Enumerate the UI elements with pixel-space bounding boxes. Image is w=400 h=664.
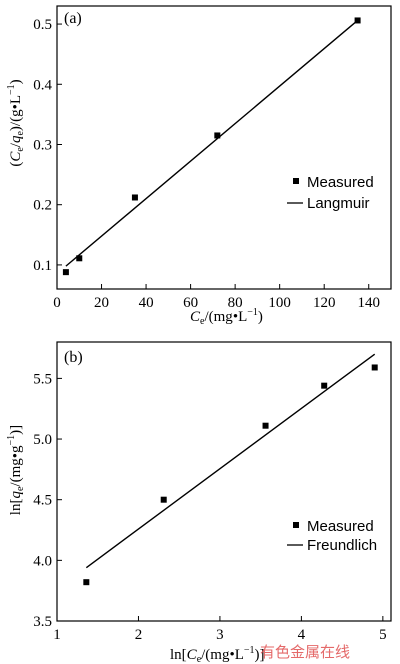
panel-a-data-point-measured xyxy=(62,269,69,276)
panel-b-x-tick-label: 1 xyxy=(53,627,61,643)
panel-a-data-point-measured xyxy=(214,132,221,139)
panel-b-x-tick-label: 3 xyxy=(216,627,224,643)
panel-a-x-tick-label: 140 xyxy=(357,295,380,311)
panel-a-marks xyxy=(62,17,361,276)
panel-a-x-tick-label: 40 xyxy=(139,295,154,311)
panel-a-legend: Measured Langmuir xyxy=(287,174,374,212)
panel-b-x-tick-label: 4 xyxy=(298,627,306,643)
panel-b-legend-marker-measured xyxy=(293,522,299,528)
panel-a-x-tick-label: 60 xyxy=(183,295,198,311)
panel-b-plot-frame xyxy=(56,341,392,622)
panel-b-y-tick-label: 5.5 xyxy=(33,371,52,387)
panel-a-legend-label-measured: Measured xyxy=(307,174,374,191)
panel-a-y-tick-label: 0.5 xyxy=(33,17,52,33)
panel-a-fit-line-langmuir xyxy=(65,19,359,267)
panel-a-data-point-measured xyxy=(131,194,138,201)
panel-b-y-tick-label: 3.5 xyxy=(33,614,52,630)
panel-b-y-axis-title: ln[qe/(mg•g−1)] xyxy=(6,425,26,515)
panel-a-plot-frame xyxy=(56,5,392,290)
panel-b-y-tick-label: 5.0 xyxy=(33,432,52,448)
panel-a-legend-marker-measured xyxy=(293,178,299,184)
panel-a-y-axis-title: (Ce/qe)/(g•L−1) xyxy=(6,79,26,166)
panel-a-y-tick-label: 0.1 xyxy=(33,258,52,274)
panel-b-chart: 1 2 3 4 5 3.5 4.0 4.5 5.0 5.5 (b) Measured Freund… xyxy=(6,341,392,664)
panel-b-fit-line-freundlich xyxy=(85,353,376,569)
panel-b-x-axis-title: ln[Ce/(mg•L−1)] xyxy=(170,645,265,664)
panel-b-legend-label-freundlich: Freundlich xyxy=(307,537,377,554)
panel-a-x-axis-title: Ce/(mg•L−1) xyxy=(190,307,263,327)
panel-a-y-tick-label: 0.2 xyxy=(33,198,52,214)
panel-b-ticks xyxy=(56,377,384,622)
panel-b-legend: Measured Freundlich xyxy=(287,518,377,554)
panel-a-x-tick-label: 80 xyxy=(228,295,243,311)
panel-a-x-tick-label: 20 xyxy=(94,295,109,311)
panel-b-legend-label-measured: Measured xyxy=(307,518,374,535)
panel-a-chart: 0 20 40 60 80 100 120 140 0.1 0.2 0.3 0.4 0.5 (a) Me… xyxy=(6,5,392,327)
panel-b-data-point-measured xyxy=(160,496,167,503)
panel-b-data-point-measured xyxy=(371,364,378,371)
panel-b-x-tick-label: 5 xyxy=(379,627,387,643)
panel-a-ticks xyxy=(56,23,370,289)
panel-a-data-point-measured xyxy=(76,255,83,262)
panel-b-y-tick-label: 4.0 xyxy=(33,553,52,569)
panel-a-y-tick-label: 0.4 xyxy=(33,77,52,93)
panel-b-data-point-measured xyxy=(83,579,90,586)
panel-a-label: (a) xyxy=(64,10,82,27)
panel-b-data-point-measured xyxy=(262,422,269,429)
panel-a-legend-label-langmuir: Langmuir xyxy=(307,195,370,212)
watermark-text: 有色金属在线 xyxy=(260,643,350,661)
panel-b-x-tick-label: 2 xyxy=(135,627,143,643)
panel-b-marks xyxy=(83,353,378,586)
panel-b-data-point-measured xyxy=(321,382,328,389)
panel-b-y-tick-label: 4.5 xyxy=(33,493,52,509)
panel-b-tick-labels: 1 2 3 4 5 3.5 4.0 4.5 5.0 5.5 xyxy=(33,371,386,643)
panel-a-tick-labels: 0 20 40 60 80 100 120 140 0.1 0.2 0.3 0.4 0.5 xyxy=(33,17,380,311)
panel-a-x-tick-label: 0 xyxy=(53,295,61,311)
panel-b-label: (b) xyxy=(64,349,83,366)
panel-a-x-tick-label: 100 xyxy=(268,295,291,311)
panel-a-y-tick-label: 0.3 xyxy=(33,137,52,153)
panel-a-x-tick-label: 120 xyxy=(313,295,336,311)
